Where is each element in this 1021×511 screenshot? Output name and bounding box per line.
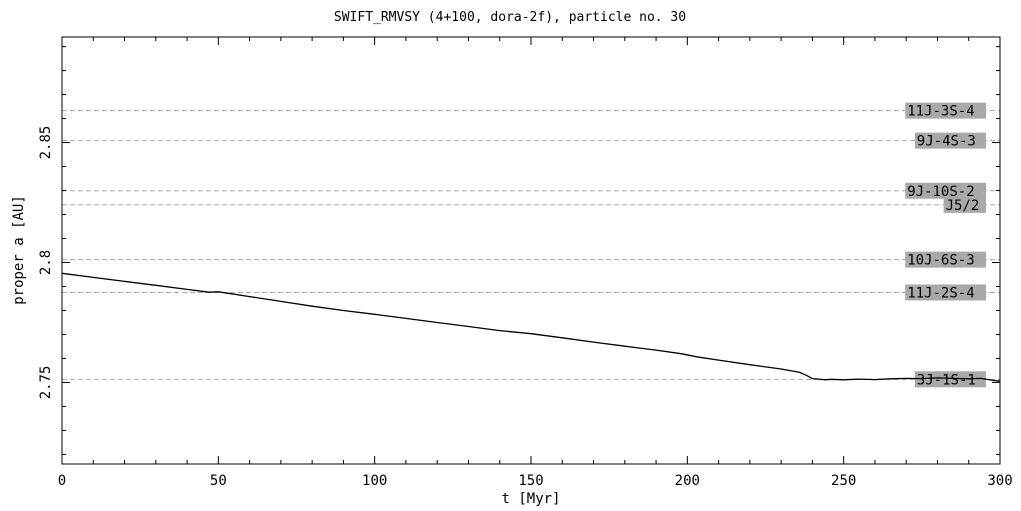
resonance-label: 9J-4S-3 (917, 134, 976, 150)
x-tick-label: 300 (987, 473, 1012, 489)
x-tick-label: 100 (362, 473, 387, 489)
x-axis-label: t [Myr] (501, 491, 560, 507)
chart-title: SWIFT_RMVSY (4+100, dora-2f), particle n… (334, 10, 686, 25)
y-axis: 2.75 2.8 2.85 (38, 46, 1000, 455)
resonance-label: 3J-1S-1 (917, 372, 976, 388)
resonance-labels: 11J-3S-4 9J-4S-3 9J-10S-2J5/2 10J-6S-3 11J-2… (905, 102, 986, 388)
resonance-label: 11J-2S-4 (907, 285, 974, 301)
resonance-label: 10J-6S-3 (907, 253, 974, 269)
x-tick-label: 50 (210, 473, 227, 489)
resonance-lines (62, 110, 1000, 380)
resonance-label-box (943, 196, 986, 213)
x-tick-label: 0 (58, 473, 66, 489)
resonance-label-box (905, 102, 986, 119)
resonance-label-box (914, 371, 986, 388)
resonance-label: 11J-3S-4 (907, 104, 974, 120)
y-axis-label: proper a [AU] (11, 195, 27, 305)
resonance-label: J5/2 (946, 198, 980, 214)
x-axis: 0 50 100 150 200 250 300 (58, 37, 1013, 489)
y-tick-label: 2.85 (38, 126, 54, 160)
plot-frame (61, 36, 1001, 465)
x-tick-label: 200 (675, 473, 700, 489)
resonance-label-box (905, 251, 986, 268)
y-tick-label: 2.75 (38, 366, 54, 400)
series-line (61, 272, 1001, 382)
resonance-label-box (914, 132, 986, 149)
x-tick-label: 250 (831, 473, 856, 489)
resonance-label: 9J-10S-2 (907, 184, 974, 200)
y-tick-label: 2.8 (38, 250, 54, 275)
resonance-label-box (905, 284, 986, 301)
x-tick-label: 150 (518, 473, 543, 489)
resonance-label-box (905, 182, 986, 199)
